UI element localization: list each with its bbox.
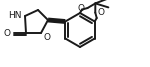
Text: HN: HN [8, 12, 22, 21]
Text: O: O [3, 28, 10, 38]
Text: O: O [78, 4, 85, 13]
Text: O: O [44, 32, 51, 41]
Text: O: O [98, 8, 105, 17]
